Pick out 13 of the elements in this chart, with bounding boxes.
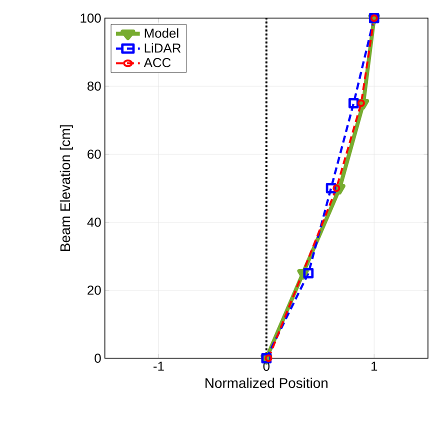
legend-label: LiDAR (144, 43, 181, 52)
x-tick-label: -1 (154, 362, 164, 371)
y-tick-label: 20 (88, 286, 101, 295)
x-axis-title: Normalized Position (206, 378, 328, 388)
legend-label: Model (144, 28, 178, 38)
y-tick-label: 80 (88, 81, 101, 91)
y-axis-title: Beam Elevation [cm] (60, 125, 73, 251)
y-tick-label: 60 (88, 149, 101, 159)
y-tick-label: 100 (80, 13, 101, 23)
x-tick-label: 1 (371, 362, 378, 371)
y-tick-label: 40 (87, 217, 101, 227)
legend-label: ACC (144, 58, 171, 68)
y-tick-label: 0 (94, 354, 101, 363)
